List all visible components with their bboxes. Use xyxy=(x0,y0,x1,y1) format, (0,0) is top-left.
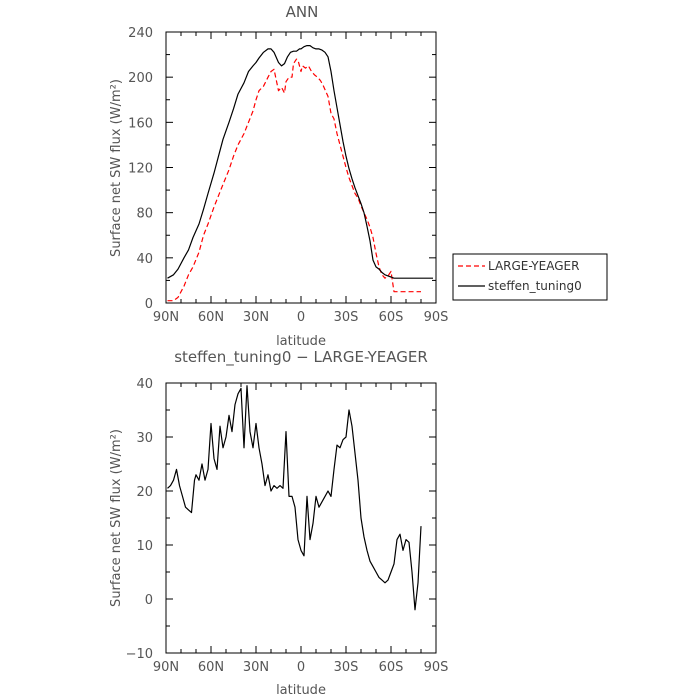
y-tick-label: 240 xyxy=(128,26,153,41)
x-tick-label: 30S xyxy=(334,660,359,675)
y-tick-label: 40 xyxy=(136,252,153,267)
chart-panel-ann: ANN 90N 60N 30N 0 30S 60S 90S 0 40 80 120 160 200 240… xyxy=(109,3,448,349)
x-tick-label: 0 xyxy=(297,310,305,325)
y-tick-label: 0 xyxy=(145,593,153,608)
y-tick-label: 120 xyxy=(128,162,153,177)
x-tick-label: 60N xyxy=(198,310,224,325)
y-tick-label: 200 xyxy=(128,71,153,86)
y-tick-label: −10 xyxy=(126,647,153,662)
x-tick-label: 90S xyxy=(424,310,449,325)
x-tick-label: 60S xyxy=(379,660,404,675)
x-axis-label: latitude xyxy=(276,334,326,349)
y-axis-label: Surface net SW flux (W/m²) xyxy=(109,429,124,607)
y-tick-label: 10 xyxy=(136,539,153,554)
series-line-difference xyxy=(167,385,422,611)
legend-label-steffen-tuning0: steffen_tuning0 xyxy=(488,279,582,293)
series-line-large-yeager xyxy=(167,58,421,302)
x-tick-label: 30S xyxy=(334,310,359,325)
x-tick-label: 0 xyxy=(297,660,305,675)
y-tick-label: 30 xyxy=(136,431,153,446)
x-tick-label: 30N xyxy=(243,310,269,325)
y-tick-label: 20 xyxy=(136,485,153,500)
series-line-steffen-tuning0 xyxy=(167,44,433,279)
x-tick-label: 60N xyxy=(198,660,224,675)
y-tick-label: 0 xyxy=(145,297,153,312)
chart-title: ANN xyxy=(286,3,319,21)
y-tick-label: 80 xyxy=(136,207,153,222)
x-tick-label: 90N xyxy=(153,310,179,325)
chart-panel-difference: steffen_tuning0 − LARGE-YEAGER 90N 60N 30N… xyxy=(109,348,448,698)
y-axis-label: Surface net SW flux (W/m²) xyxy=(109,79,124,257)
plot-frame xyxy=(165,382,437,654)
chart-title: steffen_tuning0 − LARGE-YEAGER xyxy=(174,348,428,367)
x-tick-label: 90S xyxy=(424,660,449,675)
x-tick-label: 60S xyxy=(379,310,404,325)
legend: LARGE-YEAGER steffen_tuning0 xyxy=(452,253,608,301)
legend-label-large-yeager: LARGE-YEAGER xyxy=(488,259,579,273)
plot-frame xyxy=(165,31,437,304)
x-tick-label: 90N xyxy=(153,660,179,675)
y-tick-label: 160 xyxy=(128,116,153,131)
x-tick-label: 30N xyxy=(243,660,269,675)
y-tick-label: 40 xyxy=(136,377,153,392)
legend-box xyxy=(452,253,608,301)
x-axis-label: latitude xyxy=(276,683,326,698)
